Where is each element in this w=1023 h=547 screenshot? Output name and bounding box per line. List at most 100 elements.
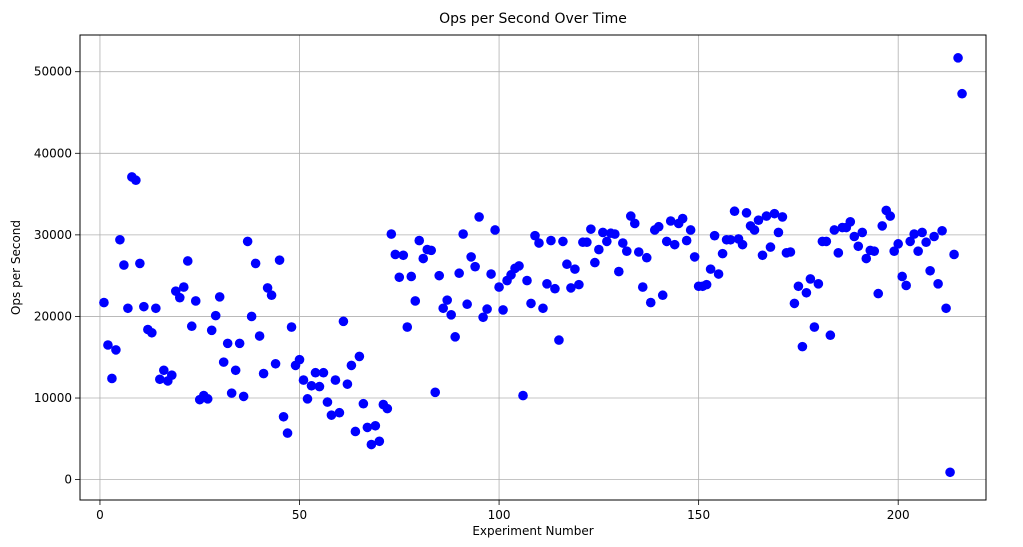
data-point bbox=[809, 322, 820, 332]
data-point bbox=[258, 368, 269, 379]
data-point bbox=[869, 246, 880, 256]
data-point bbox=[905, 236, 915, 247]
data-point bbox=[669, 239, 680, 250]
data-point bbox=[933, 279, 943, 289]
data-point bbox=[334, 407, 345, 418]
data-point bbox=[135, 258, 145, 269]
data-point bbox=[901, 280, 911, 291]
data-point bbox=[570, 264, 580, 274]
data-point bbox=[929, 231, 939, 242]
data-point bbox=[562, 259, 572, 270]
data-point bbox=[338, 316, 349, 327]
data-point bbox=[270, 358, 281, 369]
data-point bbox=[594, 244, 604, 255]
data-point bbox=[358, 398, 369, 409]
data-point bbox=[921, 237, 931, 248]
data-point bbox=[949, 249, 959, 260]
data-point bbox=[278, 411, 289, 422]
data-point bbox=[610, 229, 620, 239]
data-point bbox=[677, 213, 688, 224]
data-point bbox=[785, 247, 796, 257]
data-point bbox=[147, 327, 157, 338]
data-point bbox=[761, 211, 772, 221]
data-point bbox=[454, 268, 464, 279]
data-point bbox=[186, 321, 197, 332]
data-point bbox=[370, 420, 381, 431]
data-point bbox=[829, 225, 840, 235]
plot-area bbox=[80, 35, 986, 500]
data-point bbox=[813, 279, 824, 289]
data-point bbox=[382, 403, 393, 414]
data-point bbox=[861, 253, 872, 264]
data-point bbox=[446, 310, 456, 320]
data-point bbox=[438, 303, 448, 314]
data-point bbox=[558, 236, 568, 247]
data-point bbox=[282, 428, 293, 438]
data-point bbox=[805, 274, 816, 284]
data-point bbox=[625, 211, 636, 221]
y-tick-label: 0 bbox=[64, 473, 72, 487]
data-point bbox=[877, 221, 888, 231]
data-point bbox=[103, 340, 113, 350]
data-point bbox=[941, 303, 951, 314]
data-point bbox=[629, 218, 640, 229]
data-point bbox=[202, 394, 213, 404]
data-point bbox=[725, 234, 736, 245]
data-point bbox=[294, 354, 305, 365]
data-point bbox=[618, 238, 628, 248]
data-point bbox=[246, 311, 257, 322]
data-point bbox=[845, 217, 856, 227]
data-point bbox=[554, 335, 564, 345]
data-point bbox=[621, 246, 632, 256]
y-tick-label: 40000 bbox=[34, 146, 72, 160]
data-point bbox=[757, 250, 768, 261]
data-point bbox=[326, 410, 337, 420]
data-point bbox=[913, 246, 923, 256]
data-point bbox=[111, 345, 121, 355]
x-tick-label: 150 bbox=[687, 508, 710, 522]
data-point bbox=[793, 281, 804, 292]
x-axis-label: Experiment Number bbox=[472, 524, 593, 538]
data-point bbox=[362, 422, 373, 433]
data-point bbox=[633, 247, 644, 257]
data-point bbox=[586, 224, 596, 234]
data-point bbox=[737, 239, 748, 250]
data-point bbox=[661, 236, 672, 247]
data-point bbox=[665, 216, 676, 226]
data-point bbox=[178, 282, 189, 292]
data-point bbox=[190, 296, 201, 306]
data-point bbox=[306, 380, 317, 391]
data-point bbox=[689, 252, 700, 262]
data-point bbox=[897, 271, 907, 282]
data-point bbox=[917, 227, 927, 238]
data-point bbox=[486, 269, 496, 279]
data-point bbox=[526, 298, 536, 309]
data-point bbox=[366, 439, 377, 450]
data-point bbox=[159, 365, 169, 376]
data-point bbox=[598, 227, 608, 238]
data-point bbox=[206, 325, 217, 336]
data-point bbox=[250, 258, 261, 269]
data-point bbox=[614, 266, 624, 277]
data-point bbox=[657, 290, 668, 301]
data-point bbox=[701, 279, 712, 290]
data-point bbox=[310, 367, 321, 378]
data-point bbox=[262, 283, 273, 293]
data-point bbox=[765, 242, 776, 252]
data-point bbox=[893, 239, 903, 249]
data-point bbox=[342, 379, 353, 389]
data-point bbox=[458, 229, 468, 239]
data-point bbox=[530, 230, 540, 241]
data-point bbox=[442, 295, 452, 305]
data-point bbox=[131, 175, 141, 186]
y-axis-label: Ops per Second bbox=[9, 220, 23, 315]
data-point bbox=[302, 394, 313, 404]
data-point bbox=[797, 341, 808, 352]
data-point bbox=[218, 357, 229, 367]
data-point bbox=[474, 212, 484, 222]
data-point bbox=[550, 283, 560, 294]
y-tick-label: 20000 bbox=[34, 309, 72, 323]
data-point bbox=[542, 279, 552, 289]
data-point bbox=[322, 397, 333, 407]
data-point bbox=[210, 310, 221, 321]
